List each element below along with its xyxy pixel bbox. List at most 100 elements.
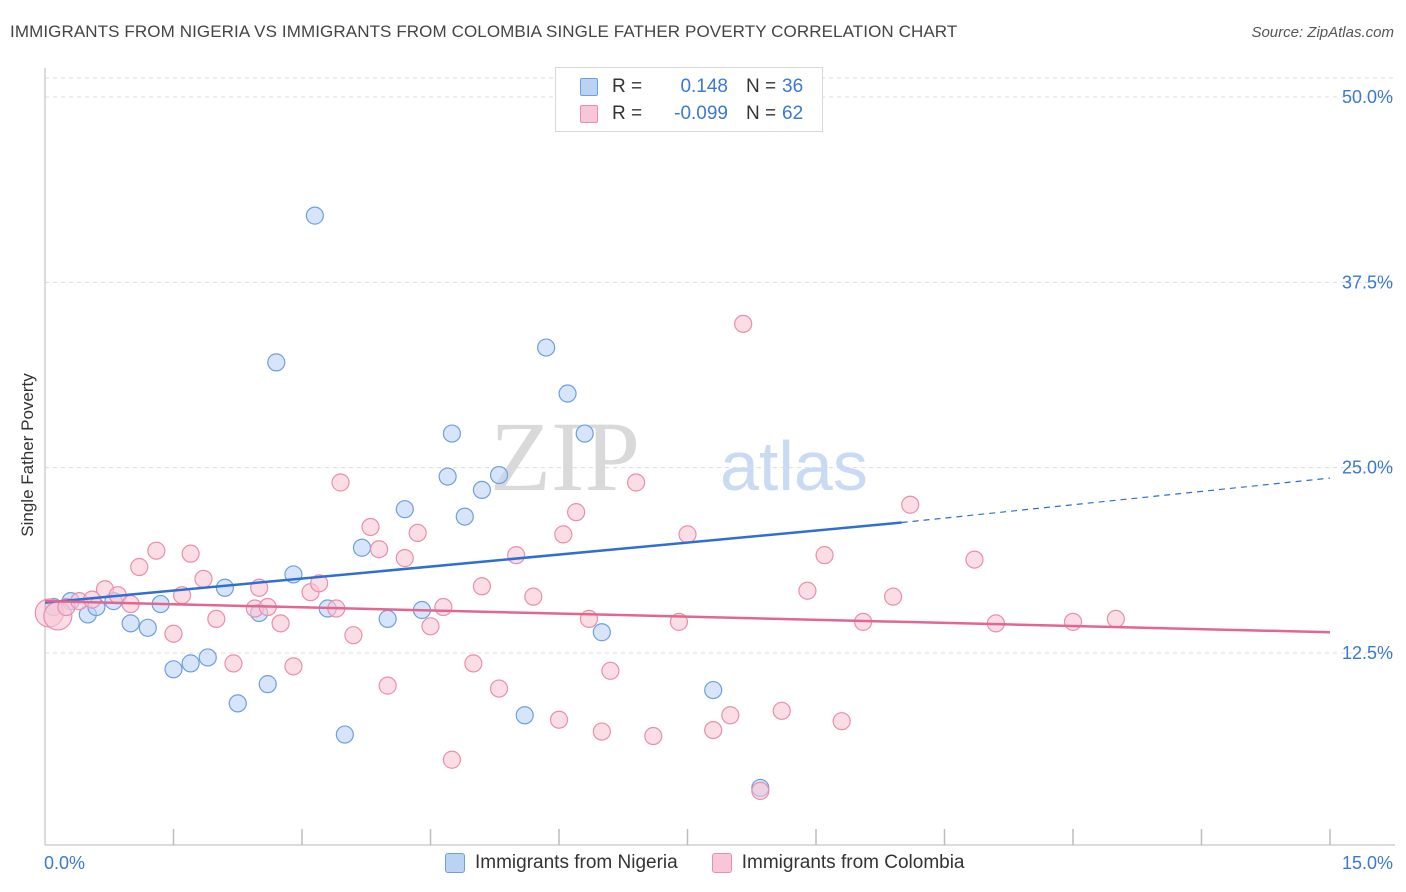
legend-n-label: N = <box>746 76 777 97</box>
colombia-point <box>361 517 380 537</box>
nigeria-point <box>215 578 234 597</box>
nigeria-point <box>121 614 140 633</box>
colombia-point <box>554 525 573 544</box>
colombia-point <box>832 712 851 731</box>
legend-r-value: 0.148 <box>680 76 728 97</box>
watermark-zip: ZIP <box>490 401 640 512</box>
trend-layer <box>44 477 1331 634</box>
x-tick-label: 0.0% <box>44 853 85 873</box>
label-layer: 12.5% 25.0% 37.5% 50.0% 0.0% 15.0% <box>44 87 1393 873</box>
colombia-point <box>378 676 397 695</box>
colombia-trend-line <box>44 599 1331 634</box>
nigeria-point <box>592 623 611 642</box>
colombia-point <box>721 706 740 725</box>
colombia-point <box>130 557 149 577</box>
colombia-point <box>901 495 920 514</box>
colombia-point <box>310 574 329 593</box>
colombia-point <box>207 609 226 628</box>
colombia-point <box>1106 609 1125 628</box>
nigeria-point <box>438 467 457 486</box>
watermark-atlas: atlas <box>720 427 868 505</box>
colombia-point <box>1063 612 1083 631</box>
colombia-point <box>408 523 427 543</box>
nigeria-trend-line <box>44 521 902 604</box>
colombia-point <box>704 720 723 740</box>
y-tick-label: 12.5% <box>1342 643 1393 663</box>
colombia-point <box>421 617 440 636</box>
colombia-point <box>472 577 491 596</box>
nigeria-point <box>442 424 462 443</box>
nigeria-point <box>575 424 594 443</box>
legend-r-value: -0.099 <box>674 103 728 124</box>
colombia-point <box>644 726 663 746</box>
colombia-point <box>147 541 166 560</box>
legend-n-label: N = <box>746 103 777 124</box>
nigeria-point <box>515 706 534 725</box>
colombia-point <box>181 544 200 563</box>
nigeria-point <box>267 353 286 372</box>
colombia-point <box>965 550 984 569</box>
nigeria-point <box>472 480 491 500</box>
colombia-point <box>772 701 791 720</box>
legend-swatch-nigeria <box>445 853 465 873</box>
nigeria-point <box>305 206 324 225</box>
nigeria-point <box>558 384 577 403</box>
nigeria-point <box>258 675 277 694</box>
nigeria-point <box>352 538 372 557</box>
colombia-point <box>331 473 350 492</box>
y-tick-label: 50.0% <box>1342 87 1393 107</box>
nigeria-point <box>228 694 247 713</box>
legend-row-colombia: R = -0.099 N = 62 <box>580 102 803 126</box>
nigeria-point <box>335 725 354 744</box>
colombia-point <box>883 587 903 606</box>
legend-row-nigeria: R = 0.148 N = 36 <box>580 75 803 99</box>
legend-swatch-colombia <box>580 105 598 123</box>
legend-item-colombia: Immigrants from Colombia <box>711 852 965 874</box>
colombia-point <box>524 587 543 606</box>
colombia-point <box>370 540 389 559</box>
legend-r-label: R = <box>612 103 643 124</box>
colombia-point <box>815 546 834 565</box>
nigeria-point <box>704 680 723 700</box>
nigeria-point <box>181 654 200 673</box>
nigeria-point <box>164 660 183 679</box>
colombia-point <box>507 546 526 565</box>
series-legend: Immigrants from Nigeria Immigrants from … <box>445 852 999 874</box>
colombia-point <box>194 569 213 588</box>
colombia-point <box>284 657 303 676</box>
nigeria-trend-extension <box>901 477 1331 524</box>
colombia-point <box>626 473 646 492</box>
colombia-point <box>601 661 620 680</box>
colombia-point <box>164 624 183 643</box>
nigeria-point <box>138 618 157 637</box>
grid-layer <box>45 77 1395 654</box>
chart-title: IMMIGRANTS FROM NIGERIA VS IMMIGRANTS FR… <box>10 22 958 41</box>
legend-label-nigeria: Immigrants from Nigeria <box>475 852 678 873</box>
y-axis-label: Single Father Poverty <box>18 373 37 537</box>
colombia-point <box>271 614 290 633</box>
colombia-point <box>224 654 243 673</box>
legend-r-label: R = <box>612 76 643 97</box>
stats-legend: R = 0.148 N = 36 R = -0.099 N = 62 <box>555 67 823 132</box>
colombia-point <box>734 314 753 333</box>
colombia-point <box>678 525 697 544</box>
colombia-point <box>549 710 569 729</box>
nigeria-point <box>198 648 217 667</box>
colombia-point <box>592 722 611 741</box>
colombia-point <box>434 597 453 617</box>
legend-n-value: 62 <box>782 103 804 124</box>
colombia-point <box>395 549 414 568</box>
colombia-point <box>442 750 462 769</box>
legend-swatch-nigeria <box>580 78 598 96</box>
nigeria-point <box>489 465 509 485</box>
colombia-point <box>344 626 363 645</box>
colombia-point <box>464 654 483 673</box>
colombia-point <box>489 679 509 698</box>
nigeria-point <box>378 609 397 628</box>
legend-swatch-colombia <box>711 853 732 873</box>
nigeria-point <box>395 500 414 519</box>
y-tick-label: 37.5% <box>1342 272 1393 292</box>
legend-n-value: 36 <box>782 76 804 97</box>
legend-label-colombia: Immigrants from Colombia <box>741 852 965 873</box>
